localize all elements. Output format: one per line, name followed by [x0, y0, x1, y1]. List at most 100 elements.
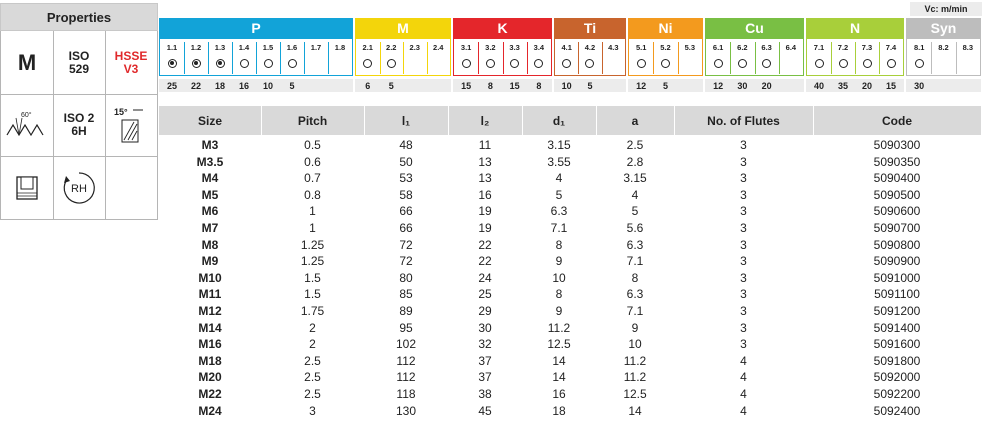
table-row: M16 2 102 32 12.5 10 3 5091600	[159, 336, 981, 352]
column-header: Size	[197, 113, 222, 128]
table-cell: 85	[399, 287, 413, 302]
table-cell: M5	[201, 187, 219, 202]
subgroup-code: 1.4	[238, 43, 250, 52]
subgroup-code: 5.3	[684, 43, 696, 52]
cutting-speed-value: 12	[636, 80, 647, 91]
table-cell: 3	[740, 337, 747, 352]
cutting-speed-value: 10	[262, 80, 273, 91]
table-cell: 25	[478, 287, 492, 302]
table-cell: 16	[552, 387, 566, 401]
table-cell: 1	[309, 221, 316, 235]
table-cell: 0.8	[304, 187, 321, 202]
table-cell: 1	[309, 204, 316, 219]
table-cell: 5091400	[873, 320, 921, 335]
suitable-open-circle-icon	[485, 58, 495, 68]
subgroup-cell: 1.1	[160, 39, 184, 77]
cutting-speed-row	[906, 79, 981, 92]
table-cell: 3	[740, 138, 747, 152]
table-cell: 12.5	[547, 337, 571, 352]
cutting-speed-value: 20	[861, 80, 872, 91]
cutting-speed-value: 22	[190, 80, 201, 91]
table-cell: 11.2	[623, 353, 647, 368]
cutting-speed-value: 20	[761, 80, 772, 91]
subgroup-code: 1.5	[262, 43, 274, 52]
group-header: M	[355, 18, 451, 38]
subgroup-code: 6.4	[785, 43, 797, 52]
subgroup-cell: 2.2	[379, 39, 404, 77]
table-cell: 3	[309, 403, 316, 418]
blind-hole-icon	[1, 156, 53, 219]
cutting-speed-value: 12	[713, 80, 724, 91]
cutting-speed-row	[159, 79, 353, 92]
subgroup-cell: 1.8	[328, 39, 352, 77]
suitable-open-circle-icon	[562, 58, 572, 68]
subgroup-code: 8.1	[913, 43, 925, 52]
table-cell: 3.55	[547, 154, 571, 169]
column-header: l₁	[401, 113, 411, 128]
table-cell: 0.6	[304, 154, 321, 169]
suitable-open-circle-icon	[838, 58, 848, 68]
rotation-direction-text: RH	[71, 183, 87, 195]
suitable-open-circle-icon	[914, 58, 924, 68]
table-row: M6 1 66 19 6.3 5 3 5090600	[159, 203, 981, 219]
helix-angle-text: 15°	[114, 107, 128, 117]
cutting-speed-row	[628, 79, 703, 92]
tolerance-label: ISO 2 6H	[53, 94, 105, 156]
subgroup-code: 7.2	[837, 43, 849, 52]
subgroup-cell: 1.5	[256, 39, 280, 77]
suitable-open-circle-icon	[510, 58, 520, 68]
table-cell: M6	[201, 204, 219, 219]
group-header: N	[806, 18, 904, 38]
standard-label: ISO 529	[53, 31, 105, 94]
cutting-speed-row	[806, 79, 904, 92]
properties-header: Properties	[0, 3, 158, 31]
vc-unit-label: Vc: m/min	[910, 2, 982, 16]
cutting-speed-value: 8	[487, 80, 493, 91]
table-row: M8 1.25 72 22 8 6.3 3 5090800	[159, 237, 981, 253]
table-row: M3.5 0.6 50 13 3.55 2.8 3 5090350	[159, 154, 981, 170]
table-cell: 5091800	[873, 353, 921, 368]
cutting-speed-row	[705, 79, 804, 92]
table-cell: 1.5	[304, 287, 321, 302]
cutting-speed-value: 25	[166, 80, 177, 91]
suitable-filled-circle-icon	[167, 58, 177, 68]
table-row: M4 0.7 53 13 4 3.15 3 5090400	[159, 170, 981, 186]
table-cell: M18	[198, 353, 222, 368]
table-cell: 4	[740, 370, 747, 385]
subgroup-cell: 2.1	[356, 39, 380, 77]
table-cell: 89	[399, 304, 413, 318]
subgroup-code: 5.1	[635, 43, 647, 52]
group-header: Syn	[906, 18, 981, 38]
table-cell: 102	[395, 337, 417, 352]
table-cell: 2.5	[626, 138, 644, 152]
table-cell: 11.2	[623, 370, 647, 385]
group-header: K	[453, 18, 552, 38]
subgroup-cell: 7.2	[831, 39, 855, 77]
tolerance-line-2: 6H	[71, 124, 87, 138]
subgroup-code: 3.3	[509, 43, 520, 52]
cutting-speed-value: 5	[662, 80, 668, 91]
cutting-speed-row	[355, 79, 451, 92]
table-cell: 5091600	[873, 337, 921, 352]
cutting-speed-row	[554, 79, 626, 92]
cutting-speed-value	[956, 79, 980, 92]
cutting-speed-value: 15	[885, 80, 896, 91]
table-row: M3 0.5 48 11 3.15 2.5 3 5090300	[159, 137, 981, 153]
subgroup-cell: 1.7	[304, 39, 328, 77]
cutting-speed-value	[304, 79, 328, 92]
table-cell: 12.5	[623, 387, 647, 401]
table-cell: 48	[399, 138, 413, 152]
table-cell: 4	[740, 353, 747, 368]
suitable-open-circle-icon	[239, 58, 249, 68]
helix-angle-icon: 15°	[105, 94, 157, 156]
table-cell: 9	[555, 254, 563, 269]
table-cell: 3	[740, 237, 747, 252]
table-cell: 1.75	[300, 304, 325, 318]
table-cell: 1.25	[300, 254, 325, 269]
cutting-speed-value: 5	[388, 80, 394, 91]
subgroup-cell: 2.4	[426, 39, 451, 77]
table-row: M20 2.5 112 37 14 11.2 4 5092000	[159, 369, 981, 385]
subgroup-code: 2.4	[433, 43, 444, 52]
table-cell: 3	[740, 221, 747, 235]
suitable-open-circle-icon	[713, 58, 723, 68]
